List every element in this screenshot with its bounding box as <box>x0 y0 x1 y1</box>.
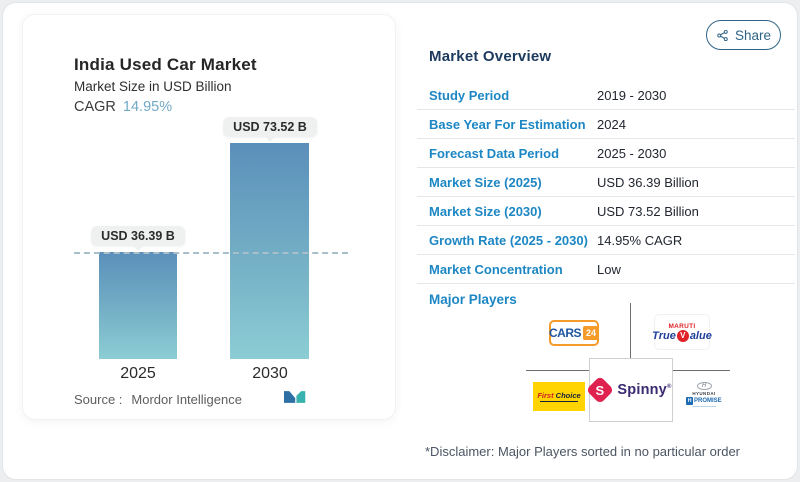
table-row: Market Size (2025) USD 36.39 Billion <box>417 168 795 197</box>
x-tick-2030: 2030 <box>252 365 288 382</box>
row-label: Base Year For Estimation <box>429 116 586 132</box>
row-value: 14.95% CAGR <box>597 232 683 248</box>
source-label: Source : <box>74 392 123 407</box>
mordor-intelligence-logo-icon <box>284 391 306 403</box>
cars24-logo[interactable]: CARS 24 <box>549 320 600 346</box>
mahindra-first-choice-logo[interactable]: First Choice <box>533 382 585 411</box>
major-players-label: Major Players <box>429 292 517 307</box>
spinny-diamond-icon: S <box>586 375 615 405</box>
chart-title: India Used Car Market <box>74 55 257 74</box>
row-value: USD 36.39 Billion <box>597 174 699 190</box>
table-row: Forecast Data Period 2025 - 2030 <box>417 139 795 168</box>
bar-chart: USD 36.39 B USD 73.52 B 2025 2030 <box>23 15 395 419</box>
reference-dashed-line <box>74 252 348 254</box>
row-value: Low <box>597 261 621 277</box>
table-row: Study Period 2019 - 2030 <box>417 81 795 110</box>
market-overview-table: Study Period 2019 - 2030 Base Year For E… <box>417 81 795 284</box>
table-row: Base Year For Estimation 2024 <box>417 110 795 139</box>
row-label: Market Size (2025) <box>429 174 542 190</box>
bar-2030[interactable] <box>230 143 309 359</box>
pill-pointer <box>265 137 275 142</box>
bar-label-2030: USD 73.52 B <box>223 117 317 142</box>
share-button[interactable]: Share <box>706 20 781 50</box>
chart-subtitle: Market Size in USD Billion <box>74 79 232 94</box>
table-row: Growth Rate (2025 - 2030) 14.95% CAGR <box>417 226 795 255</box>
row-label: Market Size (2030) <box>429 203 542 219</box>
x-tick-2025: 2025 <box>120 365 156 382</box>
disclaimer-text: *Disclaimer: Major Players sorted in no … <box>425 444 741 459</box>
source-attribution: Source : Mordor Intelligence <box>74 392 242 407</box>
row-label: Market Concentration <box>429 261 563 277</box>
chart-cagr: CAGR 14.95% <box>74 99 172 115</box>
row-label: Study Period <box>429 87 510 103</box>
market-chart-card: India Used Car Market Market Size in USD… <box>23 15 395 419</box>
bar-label-2025: USD 36.39 B <box>91 226 185 251</box>
first-choice-tagline-bar <box>540 401 578 402</box>
row-value: USD 73.52 Billion <box>597 203 699 219</box>
org-chart-vertical-line <box>630 303 631 358</box>
cagr-label: CAGR <box>74 99 116 115</box>
promise-h-badge: H <box>686 396 693 405</box>
org-chart-horizontal-line-right <box>672 370 730 371</box>
row-value: 2019 - 2030 <box>597 87 667 103</box>
share-nodes-icon <box>717 29 728 41</box>
org-chart-horizontal-line-left <box>526 370 589 371</box>
row-label: Growth Rate (2025 - 2030) <box>429 232 588 248</box>
hyundai-promise-logo[interactable]: H HYUNDAI H PROMISE <box>686 380 722 409</box>
source-name: Mordor Intelligence <box>131 392 242 407</box>
cagr-value: 14.95% <box>122 99 173 115</box>
row-value: 2024 <box>597 116 626 132</box>
spinny-logo[interactable]: S Spinny® <box>586 358 673 422</box>
bar-2025[interactable] <box>99 252 177 359</box>
row-label: Forecast Data Period <box>429 145 560 161</box>
row-value: 2025 - 2030 <box>597 145 667 161</box>
pill-pointer <box>133 246 143 251</box>
table-row: Market Concentration Low <box>417 255 795 284</box>
hyundai-tagline-bar <box>692 405 716 408</box>
market-overview-title: Market Overview <box>429 48 552 65</box>
table-row: Market Size (2030) USD 73.52 Billion <box>417 197 795 226</box>
hyundai-h-oval-icon: H <box>696 381 712 390</box>
true-value-v-badge: V <box>676 329 689 342</box>
share-button-label: Share <box>734 27 772 43</box>
